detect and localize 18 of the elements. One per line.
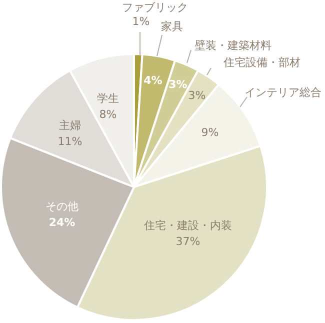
slice-label: 学生: [97, 92, 119, 105]
slice-label: 壁装・建築材料: [194, 39, 272, 52]
data-label: 24%: [48, 216, 76, 229]
data-label: 4%: [144, 74, 162, 87]
data-label: 3%: [188, 89, 206, 102]
slice-label: インテリア総合: [244, 86, 322, 99]
data-label: 3%: [168, 78, 188, 91]
data-label: 8%: [99, 108, 117, 121]
slice-label: 家具: [161, 20, 183, 33]
slice-label: 住宅・建設・内装: [144, 219, 232, 232]
data-label: 9%: [201, 126, 219, 139]
slice-label: ファブリック: [122, 1, 188, 14]
data-label: 11%: [58, 135, 82, 148]
data-label: 37%: [176, 235, 200, 248]
slice-label: 住宅設備・部材: [224, 56, 300, 69]
data-label: 1%: [132, 15, 150, 28]
slice-label: その他: [46, 200, 78, 213]
slice-label: 主婦: [59, 119, 81, 132]
